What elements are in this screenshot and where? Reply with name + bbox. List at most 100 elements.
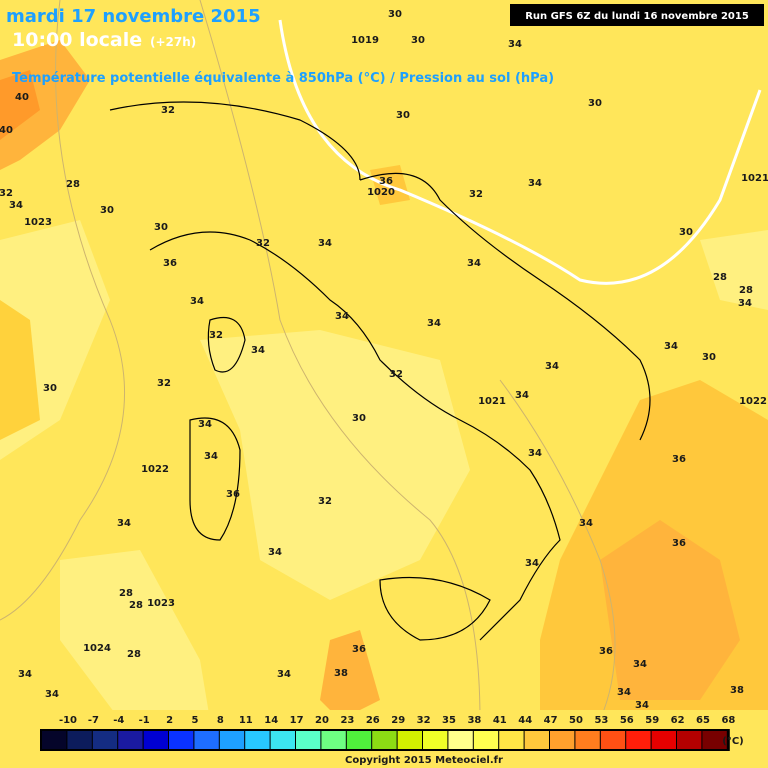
legend-swatch: [499, 731, 524, 749]
legend-swatch: [575, 731, 600, 749]
map-label: 28: [739, 285, 753, 296]
legend-swatch: [169, 731, 194, 749]
legend-swatch: [194, 731, 219, 749]
map-label: 36: [226, 489, 240, 500]
legend-label: 53: [594, 715, 608, 726]
legend-swatch: [118, 731, 143, 749]
legend-label: 68: [721, 715, 735, 726]
legend-swatch: [321, 731, 346, 749]
map-label: 34: [204, 451, 218, 462]
legend-label: 38: [467, 715, 481, 726]
map-label: 38: [334, 668, 348, 679]
legend-unit: (°C): [722, 736, 743, 747]
map-label: 36: [379, 176, 393, 187]
map-label: 28: [66, 179, 80, 190]
legend-swatch: [42, 731, 67, 749]
coastlines: [109, 101, 651, 641]
map-label: 30: [388, 9, 402, 20]
map-label: 30: [43, 383, 57, 394]
legend-label: 11: [239, 715, 253, 726]
map-label: 34: [117, 518, 131, 529]
map-label: 34: [635, 700, 649, 711]
legend-swatch: [626, 731, 651, 749]
legend-label: 8: [217, 715, 224, 726]
legend-swatch: [372, 731, 397, 749]
legend-swatch: [143, 731, 168, 749]
map-label: 1022: [739, 396, 767, 407]
map-label: 34: [617, 687, 631, 698]
map-label: 34: [525, 558, 539, 569]
legend-label: 14: [264, 715, 278, 726]
legend-swatch: [296, 731, 321, 749]
run-box: [510, 4, 764, 26]
legend-swatch: [245, 731, 270, 749]
map-label: 1024: [83, 643, 111, 654]
map-label: 30: [679, 227, 693, 238]
time: 10:00 locale: [12, 29, 142, 51]
legend-swatch: [67, 731, 92, 749]
legend-label: 47: [544, 715, 558, 726]
legend-label: 56: [620, 715, 634, 726]
map-label: 32: [0, 188, 13, 199]
isobar-1020: [278, 19, 762, 285]
map-label: 1023: [147, 598, 175, 609]
map-label: 30: [154, 222, 168, 233]
map-label: 34: [579, 518, 593, 529]
legend-swatch: [423, 731, 448, 749]
map-label: 34: [515, 390, 529, 401]
map-label: 1023: [24, 217, 52, 228]
map-label: 38: [730, 685, 744, 696]
map-label: 40: [15, 92, 29, 103]
legend-label: 26: [366, 715, 380, 726]
legend-swatch: [702, 731, 727, 749]
copyright: Copyright 2015 Meteociel.fr: [345, 755, 503, 766]
map-label: 36: [672, 538, 686, 549]
date: mardi 17 novembre 2015: [6, 6, 261, 27]
map-label: 34: [190, 296, 204, 307]
map-label: 30: [411, 35, 425, 46]
map-label: 34: [508, 39, 522, 50]
map-label: 34: [427, 318, 441, 329]
map-label: 34: [664, 341, 678, 352]
map-label: 34: [18, 669, 32, 680]
legend-label: 32: [417, 715, 431, 726]
map-label: 32: [469, 189, 483, 200]
map-label: 1021: [478, 396, 506, 407]
temperature-areas: [0, 40, 768, 720]
map-label: 34: [738, 298, 752, 309]
map-label: 32: [256, 238, 270, 249]
map-label: 32: [318, 496, 332, 507]
legend-label: 35: [442, 715, 456, 726]
map-label: 32: [389, 369, 403, 380]
map-label: 28: [129, 600, 143, 611]
legend-label: 65: [696, 715, 710, 726]
map-label: 34: [277, 669, 291, 680]
lead-time: (+27h): [150, 35, 196, 49]
legend-swatch: [473, 731, 499, 749]
map-label: 1022: [141, 464, 169, 475]
legend-swatch: [677, 731, 702, 749]
legend-swatch: [92, 731, 118, 749]
legend-swatch: [448, 731, 473, 749]
map-label: 34: [268, 547, 282, 558]
legend-swatch: [600, 731, 626, 749]
map-label: 32: [157, 378, 171, 389]
map-label: 34: [251, 345, 265, 356]
legend-label: 41: [493, 715, 507, 726]
legend-swatch: [397, 731, 422, 749]
map-label: 34: [528, 178, 542, 189]
legend-swatch: [550, 731, 575, 749]
map-label: 30: [702, 352, 716, 363]
map-label: 32: [161, 105, 175, 116]
map-label: 28: [127, 649, 141, 660]
legend-swatch: [270, 731, 295, 749]
subtitle: Température potentielle équivalente à 85…: [12, 71, 554, 86]
legend-label: 59: [645, 715, 659, 726]
map-label: 28: [119, 588, 133, 599]
legend-swatch: [346, 731, 372, 749]
map-label: 30: [352, 413, 366, 424]
legend-label: 20: [315, 715, 329, 726]
map-label: 34: [335, 311, 349, 322]
